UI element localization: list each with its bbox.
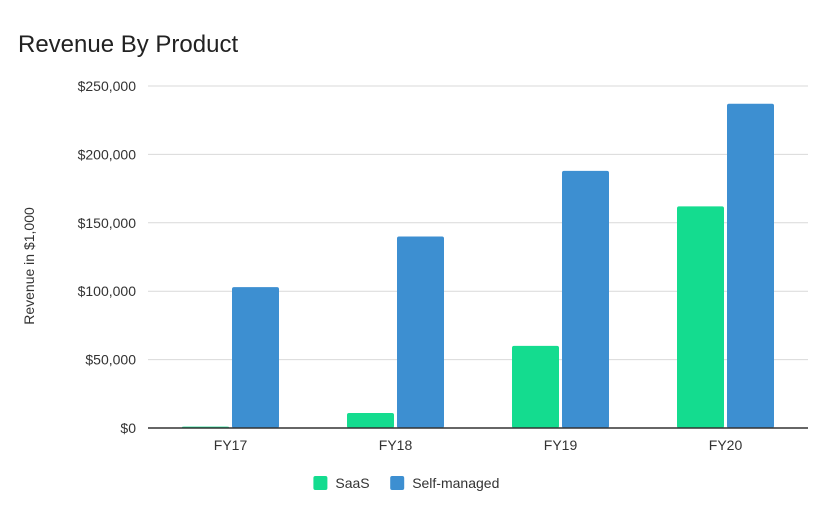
- x-axis-ticks: FY17 FY18 FY19 FY20: [214, 437, 743, 453]
- y-tick-label: $50,000: [85, 352, 136, 368]
- y-axis-ticks: $0 $50,000 $100,000 $150,000 $200,000 $250,00…: [78, 78, 137, 436]
- y-tick-label: $200,000: [78, 146, 137, 162]
- bar-saas-fy19: [512, 345, 559, 428]
- y-tick-label: $250,000: [78, 78, 137, 94]
- x-tick-label: FY18: [379, 437, 413, 453]
- y-tick-label: $0: [120, 420, 136, 436]
- x-tick-label: FY20: [709, 437, 743, 453]
- x-tick-label: FY17: [214, 437, 248, 453]
- legend-label-saas: SaaS: [335, 475, 369, 491]
- legend: SaaS Self-managed: [313, 475, 499, 491]
- bar-self-managed-fy17: [232, 287, 279, 428]
- legend-swatch-self-managed: [390, 476, 405, 490]
- chart-title: Revenue By Product: [18, 31, 238, 58]
- bar-self-managed-fy19: [562, 170, 609, 429]
- bar-self-managed-fy20: [727, 103, 774, 428]
- bar-saas-fy20: [677, 206, 724, 428]
- bar-self-managed-fy18: [397, 236, 444, 428]
- bars: [182, 103, 774, 429]
- legend-swatch-saas: [313, 476, 328, 490]
- x-tick-label: FY19: [544, 437, 578, 453]
- y-axis-title: Revenue in $1,000: [21, 207, 37, 325]
- bar-saas-fy18: [347, 412, 394, 428]
- legend-label-self-managed: Self-managed: [412, 475, 499, 491]
- y-tick-label: $150,000: [78, 215, 137, 231]
- y-tick-label: $100,000: [78, 283, 137, 299]
